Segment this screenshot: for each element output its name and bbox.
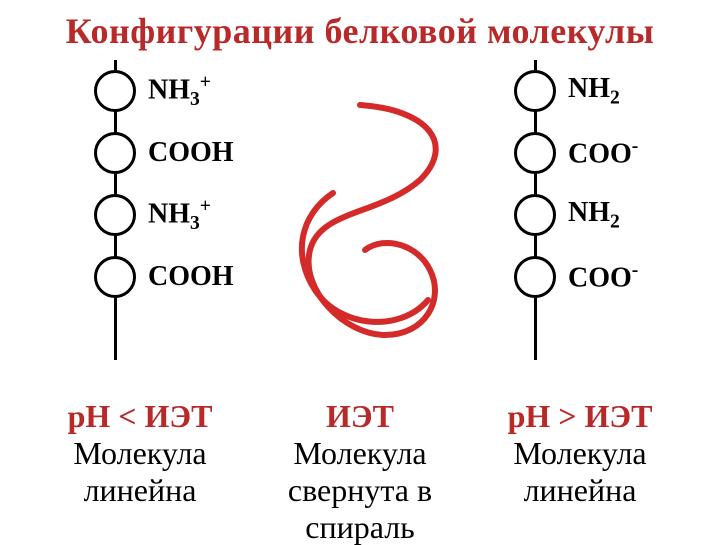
caption-right: pH > ИЭТ Молекула линейна [470,398,690,545]
group-label: COO- [568,260,638,294]
right-molecule: NH2 COO- NH2 COO- [480,60,680,390]
condition-label: ИЭТ [250,398,470,435]
group-row: NH2 [514,60,620,122]
desc-line: Молекула [293,435,426,471]
carboxyl-bead [94,256,136,298]
condition-label: pH < ИЭТ [30,398,250,435]
carboxyl-bead [514,132,556,174]
spiral-icon [270,85,470,365]
condition-label: pH > ИЭТ [470,398,690,435]
carboxyl-bead [514,256,556,298]
group-label: NH2 [568,73,620,110]
amino-bead [514,70,556,112]
group-label: COO- [568,136,638,170]
amino-bead [514,194,556,236]
page-title: Конфигурации белковой молекулы [0,0,720,60]
captions-row: pH < ИЭТ Молекула линейна ИЭТ Молекула с… [0,398,720,545]
amino-bead [94,70,136,112]
description: Молекула линейна [30,435,250,509]
group-label: COOH [148,137,234,169]
caption-mid: ИЭТ Молекула свернута в спираль [250,398,470,545]
group-label: NH2 [568,197,620,234]
left-molecule: NH3+ COOH NH3+ COOH [60,60,260,390]
amino-bead [94,194,136,236]
desc-line: спираль [305,509,415,545]
group-label: COOH [148,261,234,293]
group-row: NH3+ [94,60,211,122]
desc-line: линейна [524,472,637,508]
desc-line: линейна [84,472,197,508]
group-row: NH2 [514,184,620,246]
group-label: NH3+ [148,196,211,235]
description: Молекула линейна [470,435,690,509]
desc-line: Молекула [73,435,206,471]
desc-line: свернута в [288,472,432,508]
spiral-molecule [260,60,480,390]
carboxyl-bead [94,132,136,174]
group-row: NH3+ [94,184,211,246]
caption-left: pH < ИЭТ Молекула линейна [30,398,250,545]
group-row: COO- [514,122,638,184]
diagram-row: NH3+ COOH NH3+ COOH NH2 COO- [0,60,720,390]
group-label: NH3+ [148,72,211,111]
desc-line: Молекула [513,435,646,471]
group-row: COO- [514,246,638,308]
description: Молекула свернута в спираль [250,435,470,545]
